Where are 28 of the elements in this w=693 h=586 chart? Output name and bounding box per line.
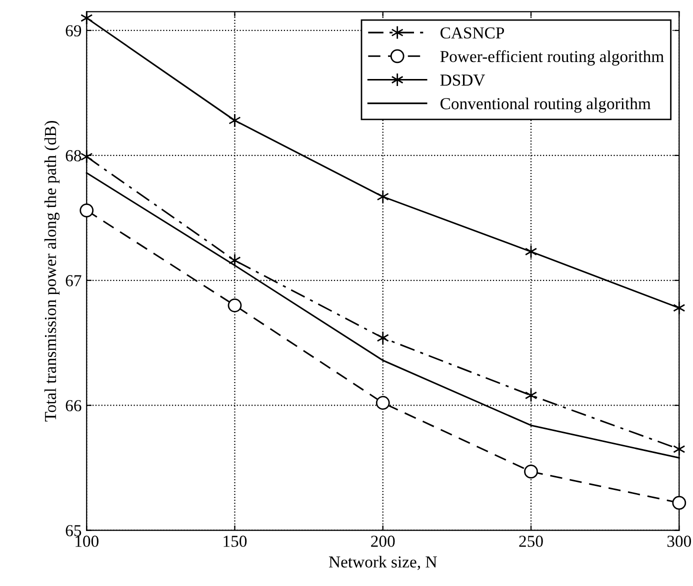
y-tick-label: 67: [66, 275, 82, 286]
point: [524, 464, 538, 479]
x-tick-label: 300: [667, 536, 692, 547]
x-tick-label: 150: [224, 536, 247, 547]
point: [376, 396, 390, 410]
point: [228, 298, 242, 312]
point: [376, 190, 389, 204]
legend-label: Conventional routing algorithm: [440, 98, 651, 113]
point: [80, 203, 94, 218]
legend-label: DSDV: [440, 74, 486, 86]
point: [80, 150, 93, 164]
point: [673, 442, 686, 456]
x-tick-label: 200: [371, 536, 395, 547]
point: [376, 330, 389, 345]
y-tick-label: 68: [66, 150, 82, 162]
point: [672, 496, 686, 510]
legend-label: CASNCP: [440, 27, 504, 39]
legend-label: Power-efficient routing algorithm: [440, 50, 664, 66]
y-tick-label: 65: [66, 525, 82, 536]
x-tick-label: 100: [76, 536, 98, 547]
point: [228, 113, 241, 128]
y-axis-title: Total transmission power along the path (dB): [44, 120, 60, 422]
x-axis-title: Network size, N: [328, 556, 437, 570]
x-tick-label: 250: [519, 536, 543, 547]
point: [80, 11, 93, 25]
y-tick-label: 69: [66, 25, 82, 36]
y-tick-label: 66: [66, 400, 82, 412]
point: [673, 300, 686, 315]
